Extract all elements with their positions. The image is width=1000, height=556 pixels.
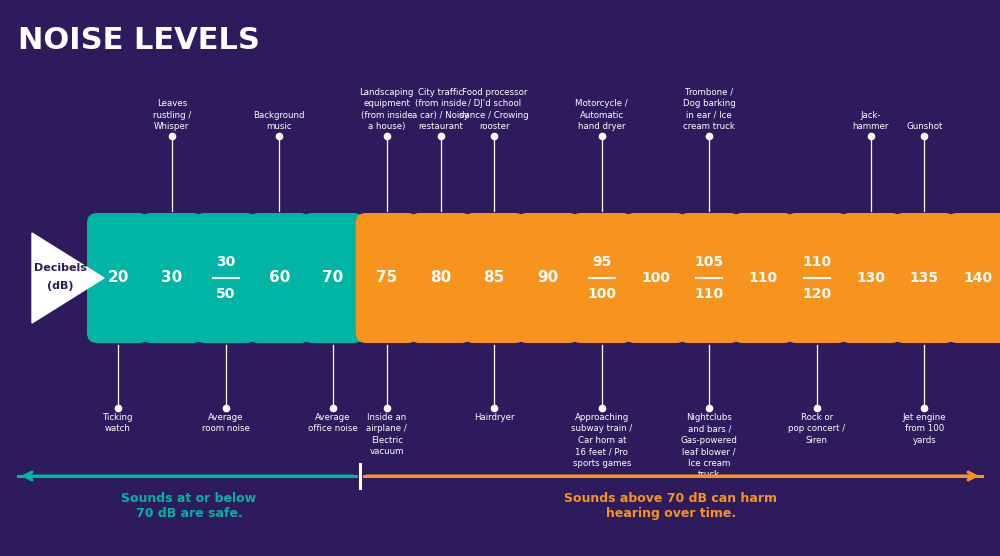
Text: 20: 20 (107, 271, 129, 285)
Text: 110: 110 (802, 255, 831, 269)
FancyBboxPatch shape (410, 213, 472, 343)
FancyBboxPatch shape (732, 213, 794, 343)
FancyBboxPatch shape (302, 213, 364, 343)
Text: City traffic
(from inside
a car) / Noisy
restaurant: City traffic (from inside a car) / Noisy… (412, 88, 469, 131)
Text: 60: 60 (269, 271, 290, 285)
Text: Motorcycle /
Automatic
hand dryer: Motorcycle / Automatic hand dryer (575, 99, 628, 131)
FancyBboxPatch shape (678, 213, 740, 343)
FancyBboxPatch shape (786, 213, 848, 343)
Text: 100: 100 (587, 287, 616, 301)
FancyBboxPatch shape (356, 213, 418, 343)
Text: (dB): (dB) (47, 281, 73, 291)
Text: 50: 50 (216, 287, 235, 301)
Text: Landscaping
equipment
(from inside
a house): Landscaping equipment (from inside a hou… (360, 88, 414, 131)
Text: Sounds above 70 dB can harm
hearing over time.: Sounds above 70 dB can harm hearing over… (564, 492, 777, 520)
Text: NOISE LEVELS: NOISE LEVELS (18, 26, 260, 55)
Text: 130: 130 (856, 271, 885, 285)
Text: Jack-
hammer: Jack- hammer (852, 111, 889, 131)
Text: 140: 140 (963, 271, 993, 285)
FancyBboxPatch shape (194, 213, 256, 343)
Text: Average
office noise: Average office noise (308, 413, 358, 434)
Text: 110: 110 (748, 271, 778, 285)
Text: Average
room noise: Average room noise (202, 413, 249, 434)
Text: 100: 100 (641, 271, 670, 285)
FancyBboxPatch shape (87, 213, 149, 343)
FancyBboxPatch shape (141, 213, 203, 343)
Text: 80: 80 (430, 271, 451, 285)
FancyBboxPatch shape (624, 213, 686, 343)
Text: Trombone /
Dog barking
in ear / Ice
cream truck: Trombone / Dog barking in ear / Ice crea… (683, 88, 736, 131)
Text: 90: 90 (537, 271, 559, 285)
Text: 85: 85 (484, 271, 505, 285)
Polygon shape (32, 233, 104, 323)
FancyBboxPatch shape (840, 213, 902, 343)
Text: Inside an
airplane /
Electric
vacuum: Inside an airplane / Electric vacuum (366, 413, 407, 456)
Text: 120: 120 (802, 287, 831, 301)
Text: 105: 105 (695, 255, 724, 269)
Text: Gunshot: Gunshot (906, 122, 942, 131)
Text: Food processor
/ DJ'd school
dance / Crowing
rooster: Food processor / DJ'd school dance / Cro… (459, 88, 529, 131)
Text: Approaching
subway train /
Car horn at
16 feet / Pro
sports games: Approaching subway train / Car horn at 1… (571, 413, 632, 468)
Text: 95: 95 (592, 255, 611, 269)
Text: 30: 30 (216, 255, 235, 269)
Text: Hairdryer: Hairdryer (474, 413, 514, 422)
FancyBboxPatch shape (947, 213, 1000, 343)
FancyBboxPatch shape (463, 213, 525, 343)
Text: Decibels: Decibels (34, 263, 86, 273)
Text: 70: 70 (322, 271, 344, 285)
Text: 30: 30 (161, 271, 182, 285)
Text: Jet engine
from 100
yards: Jet engine from 100 yards (902, 413, 946, 445)
Text: 75: 75 (376, 271, 397, 285)
FancyBboxPatch shape (571, 213, 633, 343)
FancyBboxPatch shape (248, 213, 310, 343)
Text: Background
music: Background music (254, 111, 305, 131)
Text: Nightclubs
and bars /
Gas-powered
leaf blower /
Ice cream
truck: Nightclubs and bars / Gas-powered leaf b… (681, 413, 738, 479)
Text: Sounds at or below
70 dB are safe.: Sounds at or below 70 dB are safe. (121, 492, 256, 520)
Text: Leaves
rustling /
Whisper: Leaves rustling / Whisper (153, 99, 191, 131)
Text: Ticking
watch: Ticking watch (103, 413, 133, 434)
Text: Rock or
pop concert /
Siren: Rock or pop concert / Siren (788, 413, 845, 445)
Text: 135: 135 (910, 271, 939, 285)
Text: 110: 110 (695, 287, 724, 301)
FancyBboxPatch shape (893, 213, 955, 343)
FancyBboxPatch shape (517, 213, 579, 343)
